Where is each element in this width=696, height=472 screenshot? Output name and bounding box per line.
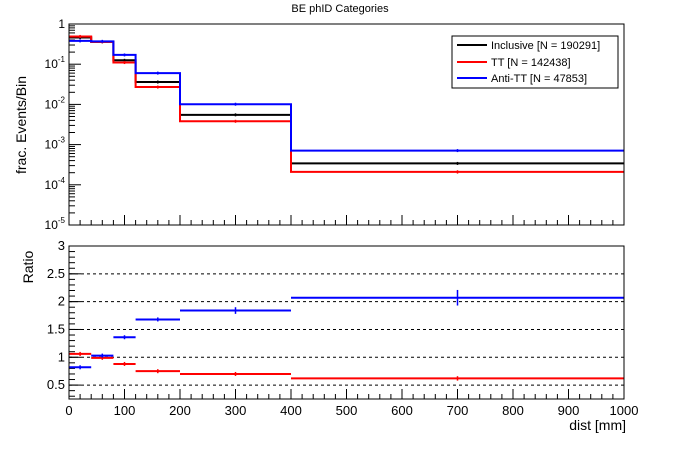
x-axis-label: dist [mm] <box>569 417 626 433</box>
bottom-x-tick-label: 600 <box>391 403 413 418</box>
bottom-x-tick-label: 800 <box>502 403 524 418</box>
bottom-x-tick-label: 1000 <box>610 403 639 418</box>
bottom-x-tick-label: 300 <box>225 403 247 418</box>
bottom-y-tick-label: 0.5 <box>47 377 65 392</box>
top-y-tick-exponent: -5 <box>58 216 66 225</box>
bottom-x-tick-label: 100 <box>114 403 136 418</box>
bottom-y-tick-label: 3 <box>58 238 65 253</box>
top-y-tick-exponent: -2 <box>58 95 66 104</box>
bottom-y-tick-label: 1 <box>58 349 65 364</box>
bottom-x-tick-label: 700 <box>447 403 469 418</box>
chart-title: BE phID Categories <box>291 3 389 15</box>
top-series-group <box>69 34 624 174</box>
legend-label-anti-tt: Anti-TT [N = 47853] <box>491 73 587 85</box>
bottom-x-tick-label: 500 <box>336 403 358 418</box>
top-series-line-2 <box>69 39 624 152</box>
bottom-x-tick-labels: 0 100 200 300 400 500 600 700 800 900 1000 <box>65 403 638 418</box>
top-y-tick-exponent: -4 <box>58 176 66 185</box>
bottom-x-tick-label: 900 <box>558 403 580 418</box>
bottom-x-tick-label: 200 <box>169 403 191 418</box>
bottom-series-group <box>69 289 624 381</box>
bottom-plot-frame <box>68 245 625 400</box>
bottom-y-tick-label: 1.5 <box>47 321 65 336</box>
bottom-y-tick-labels: 0.5 1 1.5 2 2.5 3 <box>47 238 65 392</box>
top-y-tick-exponent: -3 <box>58 136 66 145</box>
bottom-x-tick-label: 400 <box>280 403 302 418</box>
bottom-axis-ticks <box>68 245 625 399</box>
bottom-y-axis-label-group: Ratio <box>20 250 36 283</box>
top-y-tick-label: 1 <box>58 17 65 31</box>
bottom-y-tick-label: 2 <box>58 294 65 309</box>
legend: Inclusive [N = 190291] TT [N = 142438] A… <box>451 35 619 89</box>
bottom-y-tick-label: 2.5 <box>47 266 65 281</box>
bottom-x-tick-label: 0 <box>65 403 72 418</box>
bottom-y-axis-label: Ratio <box>20 250 36 283</box>
top-axis-ticks <box>68 23 625 226</box>
legend-label-tt: TT [N = 142438] <box>491 57 571 69</box>
top-y-axis-label-group: frac. Events/Bin <box>13 76 29 174</box>
top-plot-frame <box>68 23 625 226</box>
top-y-axis-label: frac. Events/Bin <box>13 76 29 174</box>
bottom-gridlines <box>69 273 624 386</box>
top-y-tick-exponent: -1 <box>58 55 66 64</box>
legend-label-inclusive: Inclusive [N = 190291] <box>491 40 600 52</box>
